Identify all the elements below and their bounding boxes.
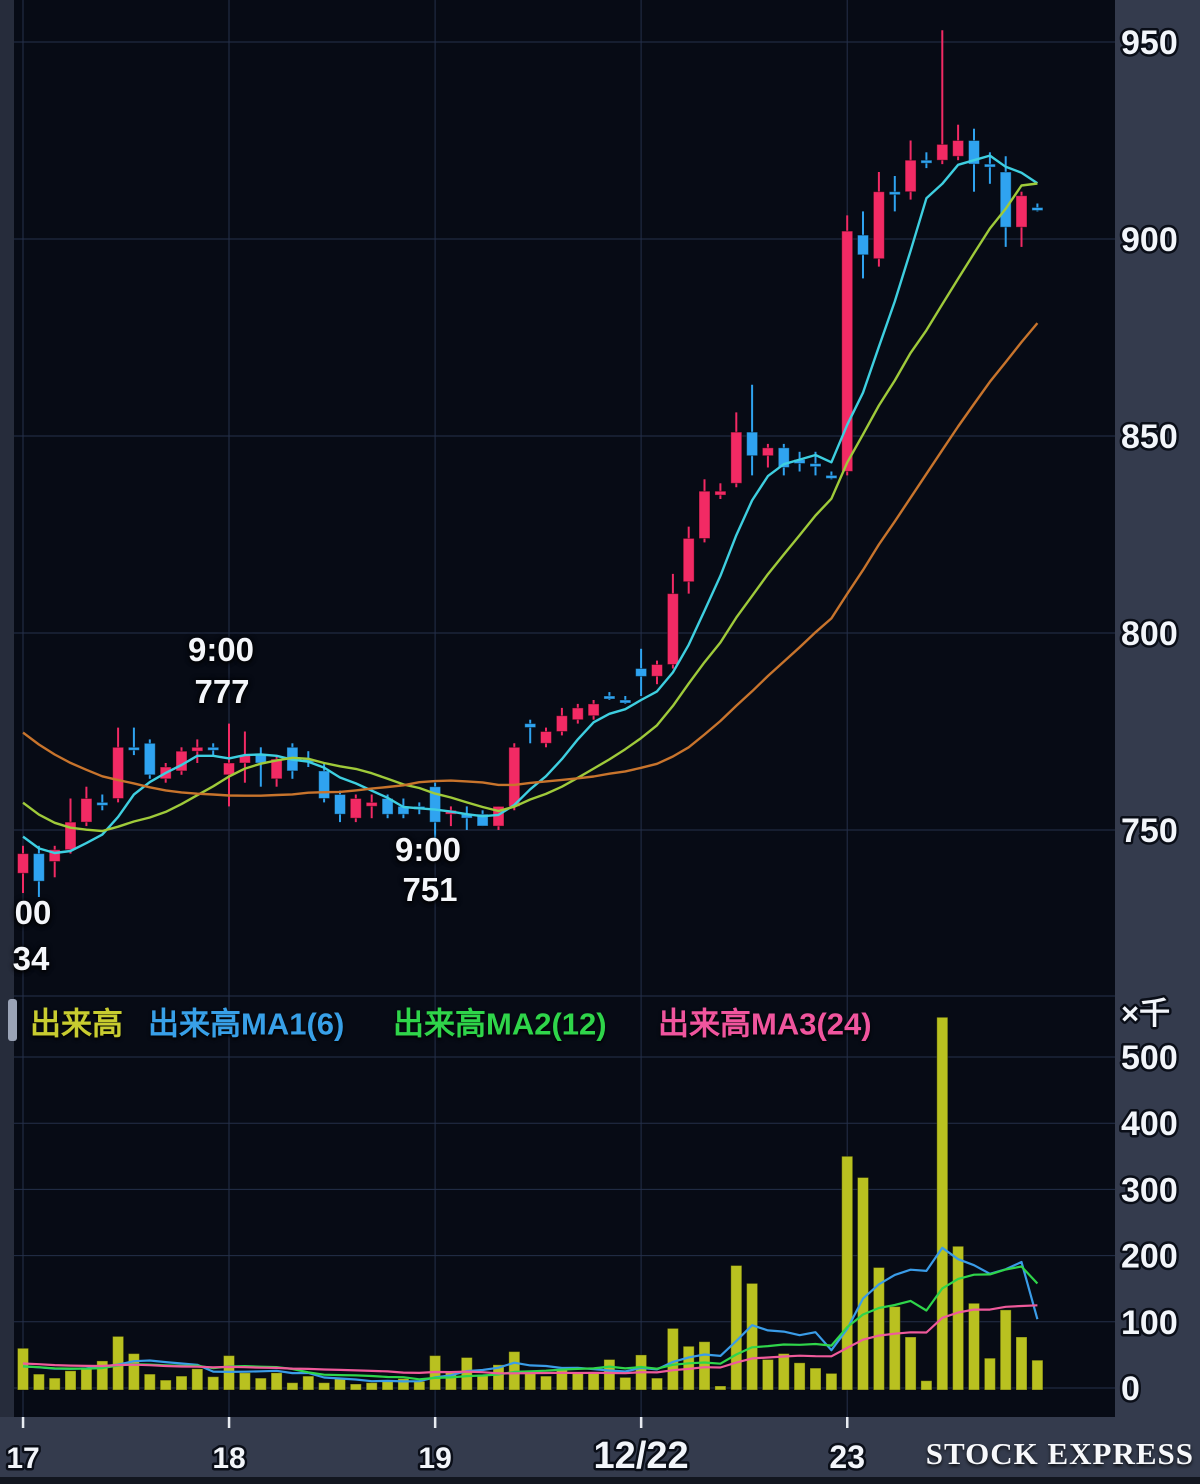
svg-text:19: 19	[418, 1442, 451, 1475]
annotation-price-777: 777	[194, 673, 250, 710]
svg-text:900: 900	[1121, 221, 1178, 259]
legend-volume-ma2: 出来高MA2(12)	[393, 1006, 607, 1042]
bottom-edge	[0, 1477, 1200, 1484]
price-axis-labels: 950 900 850 800 750 ×千 500 400 300 200 100 0	[1119, 22, 1181, 1411]
volume-ma3-line	[22, 1304, 1038, 1375]
legend-volume-ma1: 出来高MA1(6)	[148, 1006, 345, 1042]
svg-text:12/22: 12/22	[594, 1435, 689, 1477]
price-ma3-line	[22, 322, 1039, 797]
svg-text:850: 850	[1121, 418, 1178, 456]
svg-text:300: 300	[1121, 1171, 1178, 1209]
watermark: STOCK EXPRESS	[925, 1436, 1194, 1471]
svg-text:×千: ×千	[1121, 996, 1170, 1031]
price-ma2-line	[22, 182, 1038, 833]
svg-text:200: 200	[1121, 1238, 1178, 1276]
legend-volume-ma3: 出来高MA3(24)	[658, 1006, 872, 1042]
svg-text:18: 18	[212, 1442, 245, 1475]
svg-text:0: 0	[1121, 1370, 1140, 1408]
gridlines	[14, 0, 1115, 1417]
left-edge-strip	[0, 0, 14, 1417]
volume-ma1-line	[22, 1246, 1039, 1383]
right-axis-strip	[1115, 0, 1200, 1484]
legend-volume: 出来高	[30, 1006, 123, 1042]
svg-text:400: 400	[1121, 1105, 1178, 1143]
candle-wicks-up	[22, 30, 1023, 893]
svg-text:500: 500	[1121, 1039, 1178, 1077]
annotation-cut-00: 00	[14, 894, 52, 931]
svg-text:950: 950	[1121, 24, 1178, 62]
annotation-time-low: 9:00	[394, 831, 462, 868]
svg-text:17: 17	[6, 1442, 39, 1475]
bottom-axis-strip	[0, 1417, 1200, 1484]
svg-text:100: 100	[1121, 1304, 1178, 1342]
volume-legend: 出来高 出来高MA1(6) 出来高MA2(12) 出来高MA3(24)	[0, 994, 1115, 1048]
svg-text:800: 800	[1121, 615, 1178, 653]
candles-up[interactable]	[17, 140, 1028, 874]
svg-text:23: 23	[829, 1439, 865, 1475]
time-axis-labels: 17 18 19 12/22 23	[4, 1417, 867, 1480]
left-scroll-handle[interactable]	[8, 999, 17, 1041]
annotation-cut-34: 34	[12, 940, 50, 977]
annotation-price-751: 751	[402, 871, 458, 908]
svg-text:750: 750	[1121, 812, 1178, 850]
price-ma1-line	[22, 154, 1039, 855]
annotation-time-high: 9:00	[187, 631, 255, 668]
